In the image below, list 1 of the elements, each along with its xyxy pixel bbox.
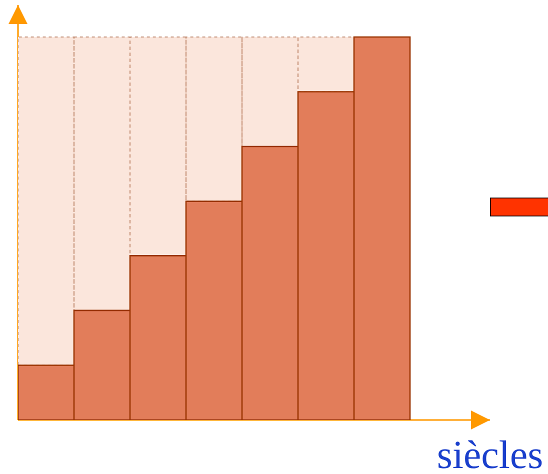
x-axis-title: siècles bbox=[438, 440, 542, 468]
